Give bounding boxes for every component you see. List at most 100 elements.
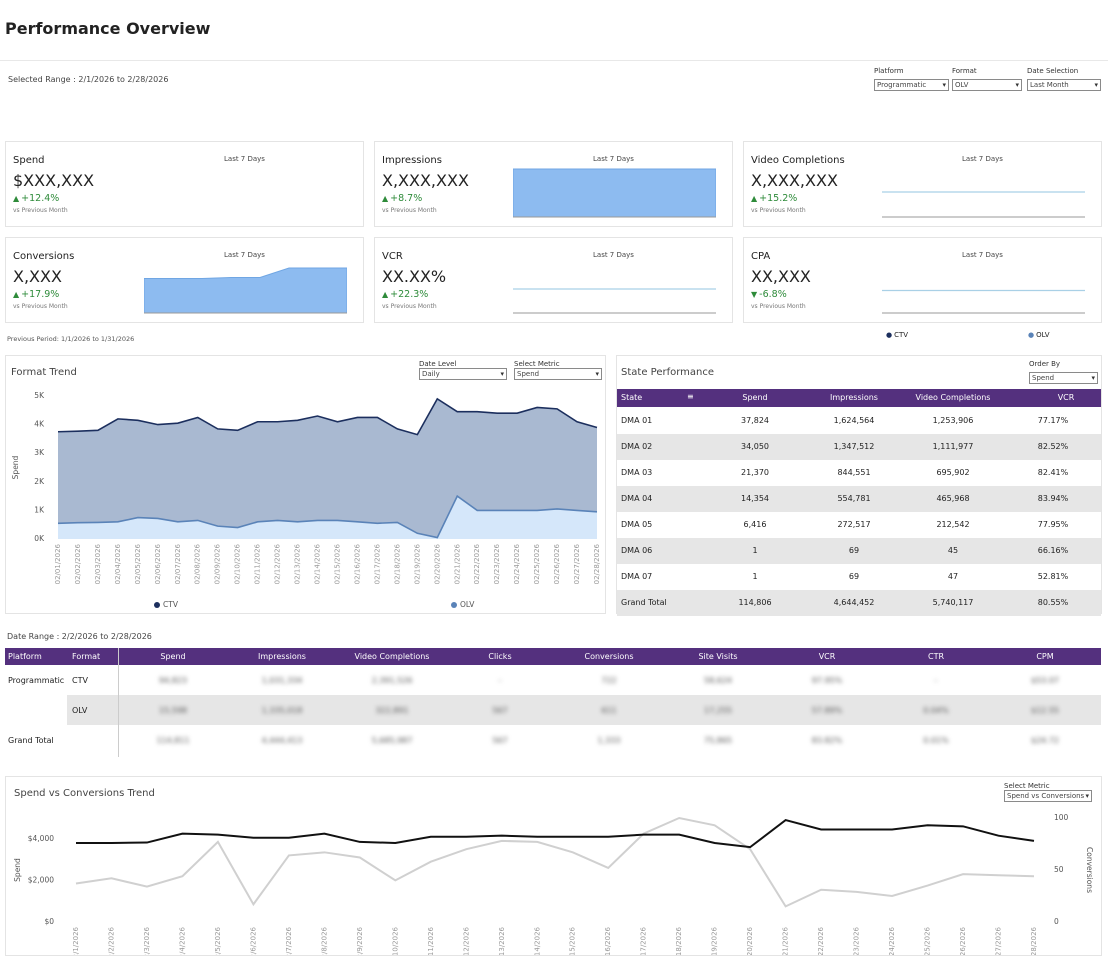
spark-area — [144, 267, 347, 314]
control-select[interactable]: Spend — [1029, 372, 1098, 384]
x-tick-label: 2/19/2026 — [711, 926, 719, 955]
kpi-change-value: +8.7% — [390, 193, 423, 204]
kpi-change-value: +22.3% — [390, 289, 429, 300]
control-select[interactable]: Spend — [514, 368, 602, 380]
table-cell: 14,354 — [741, 494, 769, 503]
table-cell: 1,253,906 — [932, 416, 974, 425]
trend-arrow: ▲ — [13, 290, 20, 299]
kpi-change: ▲ +8.7% — [382, 193, 422, 204]
table-cell: 97.95% — [811, 676, 843, 685]
x-tick-label: 02/13/2026 — [294, 543, 302, 584]
x-tick-label: 2/4/2026 — [178, 926, 186, 955]
kpi-card: VCR XX.XX% ▲ +22.3% vs Previous Month Last 7 … — [374, 237, 733, 323]
table-cell: DMA 03 — [621, 468, 653, 477]
x-tick-label: 2/25/2026 — [924, 926, 932, 955]
table-cell: 1,347,512 — [833, 442, 875, 451]
state-performance-card: State Performance Order By Spend State Spend… — [616, 355, 1102, 616]
x-tick-label: 02/23/2026 — [493, 543, 501, 584]
table-cell: 6,416 — [743, 520, 767, 529]
table-cell: 82.41% — [1037, 468, 1069, 477]
control-select[interactable]: Daily — [419, 368, 507, 380]
control-select[interactable]: Spend vs Conversions — [1004, 790, 1092, 802]
column-header: Impressions — [258, 652, 306, 661]
x-tick-label: 2/23/2026 — [853, 926, 861, 955]
trend-arrow: ▲ — [382, 194, 389, 203]
kpi-value: XX.XX% — [382, 267, 447, 286]
x-tick-label: 02/12/2026 — [274, 543, 282, 584]
sparkline — [882, 289, 1085, 314]
x-tick-label: 02/16/2026 — [353, 543, 361, 584]
x-tick-label: 02/26/2026 — [553, 543, 561, 584]
table-cell: 58,624 — [704, 676, 732, 685]
kpi-card: Spend $XXX,XXX ▲ +12.4% vs Previous Month Las… — [5, 141, 364, 227]
sparkline — [144, 267, 347, 314]
x-tick-label: 02/06/2026 — [154, 543, 162, 584]
filter-select[interactable]: Last Month — [1027, 79, 1101, 91]
x-tick-label: 2/9/2026 — [356, 926, 364, 955]
table-cell: Grand Total — [8, 736, 54, 745]
column-header: VCR — [1057, 393, 1075, 402]
column-header: Video Completions — [354, 652, 430, 661]
x-tick-label: 02/07/2026 — [174, 543, 182, 584]
column-header: CTR — [927, 652, 945, 661]
table-cell: 69 — [848, 546, 860, 555]
table-cell: 83.82% — [811, 736, 843, 745]
legend-item: ● CTV — [886, 331, 908, 339]
kpi-label: CPA — [751, 251, 771, 262]
x-tick-label: 2/13/2026 — [498, 926, 506, 955]
y2-tick-label: 100 — [1054, 813, 1069, 822]
x-tick-label: 02/10/2026 — [234, 543, 242, 584]
kpi-label: Video Completions — [751, 155, 845, 166]
table-cell: 17,255 — [704, 706, 732, 715]
x-tick-label: 02/25/2026 — [533, 543, 541, 584]
filter-select[interactable]: Programmatic — [874, 79, 949, 91]
kpi-card: Conversions X,XXX ▲ +17.9% vs Previous Month… — [5, 237, 364, 323]
table-cell: - — [934, 676, 938, 685]
x-tick-label: 2/2/2026 — [107, 926, 115, 955]
filter-select[interactable]: OLV — [952, 79, 1022, 91]
table-cell: 4,644,452 — [833, 598, 875, 607]
x-tick-label: 02/01/2026 — [54, 543, 62, 584]
trend-arrow: ▲ — [751, 194, 758, 203]
column-header: Site Visits — [698, 652, 738, 661]
x-tick-label: 02/22/2026 — [473, 543, 481, 584]
series-line — [75, 816, 1035, 908]
table-cell: DMA 05 — [621, 520, 653, 529]
table-cell: 69 — [848, 572, 860, 581]
table-cell: 2,391,526 — [371, 676, 413, 685]
x-tick-label: 2/28/2026 — [1030, 926, 1038, 955]
control-label: Select Metric — [514, 360, 560, 368]
kpi-change: ▲ +15.2% — [751, 193, 797, 204]
x-tick-label: 2/14/2026 — [533, 926, 541, 955]
kpi-value: X,XXX — [13, 267, 62, 286]
table-cell: 37,824 — [741, 416, 769, 425]
legend-label: OLV — [1036, 331, 1050, 339]
kpi-change: ▲ +17.9% — [13, 289, 59, 300]
table-cell: 844,551 — [837, 468, 871, 477]
kpi-period: Last 7 Days — [593, 251, 634, 259]
y2-axis-title: Conversions — [1085, 847, 1094, 893]
x-tick-label: 02/11/2026 — [254, 543, 262, 584]
x-tick-label: 2/11/2026 — [427, 926, 435, 955]
x-tick-label: 2/3/2026 — [143, 926, 151, 955]
table-cell: - — [498, 676, 502, 685]
table-cell: 34,050 — [741, 442, 769, 451]
filter-label: Platform — [874, 67, 904, 75]
divider — [0, 60, 1108, 61]
kpi-change: ▲ +12.4% — [13, 193, 59, 204]
y-tick-label: 2K — [34, 477, 45, 486]
kpi-value: XX,XXX — [751, 267, 811, 286]
x-tick-label: 2/5/2026 — [214, 926, 222, 955]
x-tick-label: 2/15/2026 — [569, 926, 577, 955]
table-cell: DMA 04 — [621, 494, 653, 503]
table-header — [617, 389, 1101, 407]
kpi-period: Last 7 Days — [224, 251, 265, 259]
x-tick-label: 02/24/2026 — [513, 543, 521, 584]
trend-arrow: ▼ — [751, 290, 758, 299]
legend-swatch — [451, 602, 457, 608]
table-cell: DMA 06 — [621, 546, 653, 555]
spark-area — [513, 168, 716, 218]
kpi-note: vs Previous Month — [382, 207, 437, 214]
column-header: Video Completions — [915, 393, 991, 402]
